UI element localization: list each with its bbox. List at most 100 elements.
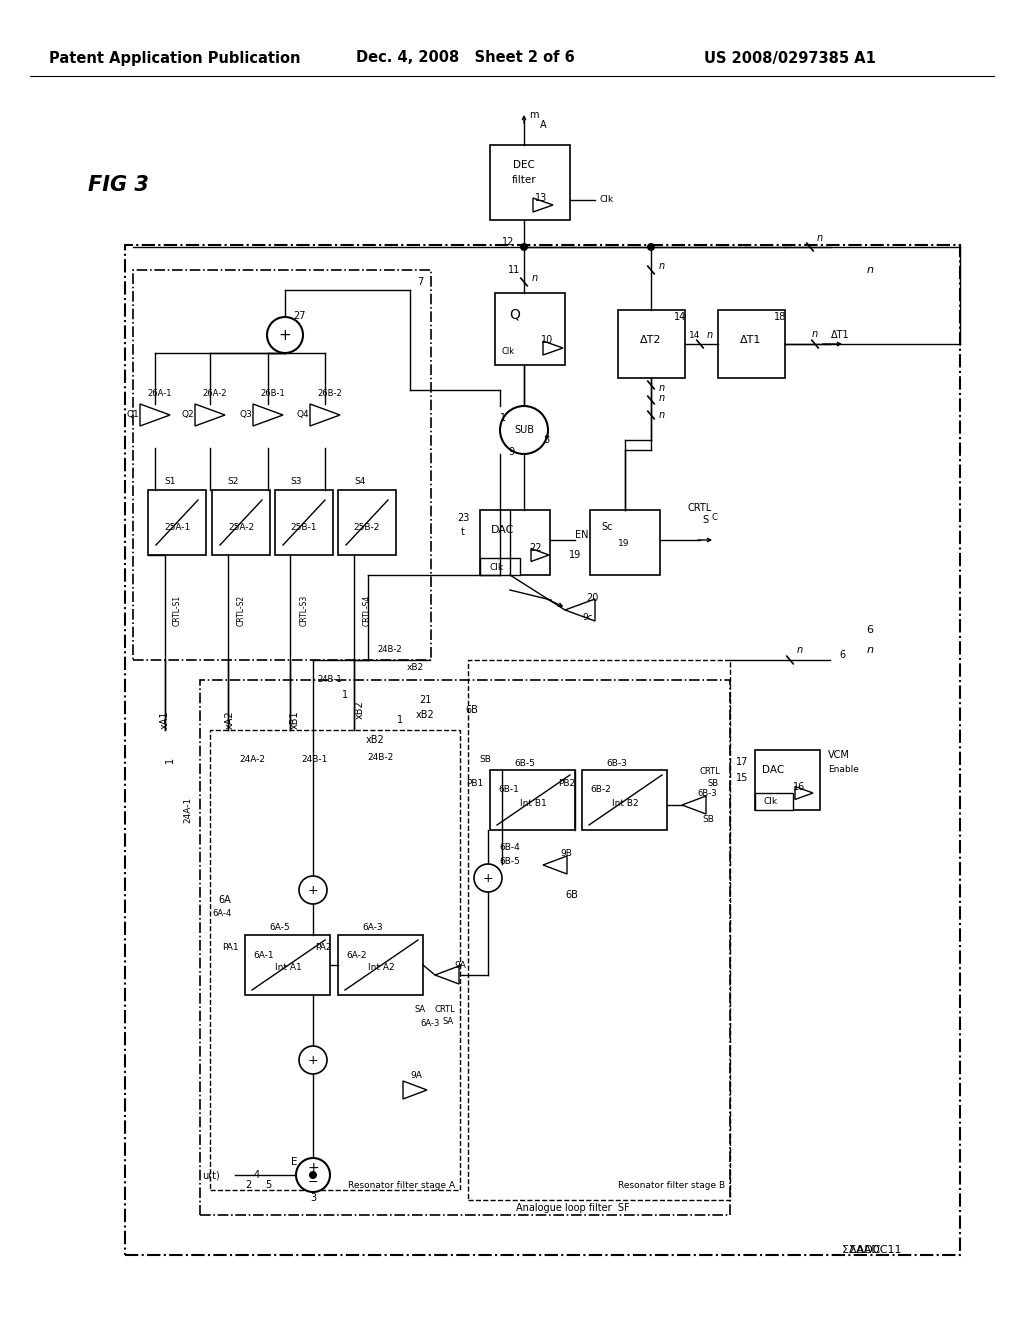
Text: 10: 10 xyxy=(541,335,553,345)
Text: Resonator filter stage A: Resonator filter stage A xyxy=(348,1180,455,1189)
Text: ΔT2: ΔT2 xyxy=(640,335,662,345)
Text: S1: S1 xyxy=(164,478,176,487)
Bar xyxy=(590,510,660,576)
Polygon shape xyxy=(682,796,706,814)
Polygon shape xyxy=(140,404,170,426)
Bar xyxy=(338,935,423,995)
Text: 7: 7 xyxy=(417,277,423,286)
Text: +: + xyxy=(307,883,318,896)
Polygon shape xyxy=(565,599,595,620)
Text: ΔT1: ΔT1 xyxy=(830,330,849,341)
Text: Int A1: Int A1 xyxy=(274,964,301,973)
Text: Analogue loop filter  SF: Analogue loop filter SF xyxy=(516,1203,630,1213)
Text: +: + xyxy=(482,871,494,884)
Text: 25A-1: 25A-1 xyxy=(164,524,190,532)
Text: 8: 8 xyxy=(543,436,549,445)
Text: Patent Application Publication: Patent Application Publication xyxy=(49,50,301,66)
Circle shape xyxy=(500,407,548,454)
Text: xA2: xA2 xyxy=(225,710,234,730)
Circle shape xyxy=(474,865,502,892)
Text: 23: 23 xyxy=(457,513,469,523)
Text: 26B-2: 26B-2 xyxy=(317,388,342,397)
Text: +: + xyxy=(307,1162,318,1175)
Text: 24B-1: 24B-1 xyxy=(317,676,342,685)
Text: E: E xyxy=(291,1158,297,1167)
Text: 4: 4 xyxy=(254,1170,260,1180)
Text: Int B2: Int B2 xyxy=(611,799,638,808)
Text: PA2: PA2 xyxy=(314,944,331,953)
Text: A: A xyxy=(540,120,547,129)
Text: n: n xyxy=(866,645,873,655)
Text: 9B: 9B xyxy=(560,849,572,858)
Text: S3: S3 xyxy=(290,478,302,487)
Polygon shape xyxy=(435,966,459,983)
Polygon shape xyxy=(795,787,813,800)
Text: C: C xyxy=(711,513,717,523)
Text: 9c: 9c xyxy=(583,614,593,623)
Text: 25A-2: 25A-2 xyxy=(228,524,254,532)
Text: SA: SA xyxy=(442,1018,454,1027)
Text: 26A-1: 26A-1 xyxy=(147,388,172,397)
Text: 6A-2: 6A-2 xyxy=(347,950,368,960)
Text: n: n xyxy=(658,393,665,403)
Text: xB2: xB2 xyxy=(366,735,384,744)
Text: 6A: 6A xyxy=(219,895,231,906)
Text: 11: 11 xyxy=(508,265,520,275)
Text: EN: EN xyxy=(575,531,589,540)
Text: 6B-4: 6B-4 xyxy=(500,843,520,853)
Bar xyxy=(468,660,730,1200)
Text: Resonator filter stage B: Resonator filter stage B xyxy=(617,1180,725,1189)
Bar xyxy=(338,490,396,554)
Text: CRTL: CRTL xyxy=(688,503,712,513)
Text: 6A-3: 6A-3 xyxy=(420,1019,439,1028)
Text: Dec. 4, 2008   Sheet 2 of 6: Dec. 4, 2008 Sheet 2 of 6 xyxy=(355,50,574,66)
Text: 1: 1 xyxy=(500,413,506,422)
Text: 6B-2: 6B-2 xyxy=(591,785,611,795)
Text: 17: 17 xyxy=(736,756,749,767)
Text: Clk: Clk xyxy=(600,195,614,205)
Text: 15: 15 xyxy=(736,774,749,783)
Bar xyxy=(125,246,961,1255)
Text: 6B-5: 6B-5 xyxy=(515,759,536,767)
Text: Q4: Q4 xyxy=(297,411,309,420)
Text: ΣΔADC  1: ΣΔADC 1 xyxy=(849,1245,901,1255)
Text: 6B-5: 6B-5 xyxy=(500,858,520,866)
Text: Q3: Q3 xyxy=(240,411,252,420)
Text: 20: 20 xyxy=(586,593,598,603)
Text: ΣΔADC  1: ΣΔADC 1 xyxy=(843,1245,895,1255)
Text: −: − xyxy=(308,1176,318,1188)
Text: xB2: xB2 xyxy=(416,710,434,719)
Bar xyxy=(755,793,793,810)
Text: 13: 13 xyxy=(535,193,547,203)
Text: 9A: 9A xyxy=(410,1071,422,1080)
Text: Q1: Q1 xyxy=(127,411,139,420)
Text: 6: 6 xyxy=(866,624,873,635)
Text: Sc: Sc xyxy=(601,521,612,532)
Text: Int B1: Int B1 xyxy=(519,799,547,808)
Text: 9: 9 xyxy=(508,447,514,457)
Text: SB: SB xyxy=(702,816,714,825)
Text: 1: 1 xyxy=(342,690,348,700)
Text: ΔT1: ΔT1 xyxy=(740,335,762,345)
Text: PA1: PA1 xyxy=(221,944,239,953)
Text: 19: 19 xyxy=(569,550,582,560)
Text: n: n xyxy=(707,330,713,341)
Text: 6A-3: 6A-3 xyxy=(362,924,383,932)
Text: 6B: 6B xyxy=(466,705,478,715)
Text: n: n xyxy=(812,329,818,339)
Bar xyxy=(275,490,333,554)
Text: xB2: xB2 xyxy=(407,664,424,672)
Text: t: t xyxy=(461,527,465,537)
Text: SUB: SUB xyxy=(514,425,534,436)
Text: SB: SB xyxy=(479,755,490,764)
Text: n: n xyxy=(797,645,803,655)
Polygon shape xyxy=(403,1081,427,1100)
Text: DAC: DAC xyxy=(762,766,784,775)
Text: 1: 1 xyxy=(397,715,403,725)
Bar xyxy=(618,310,685,378)
Text: 6A-4: 6A-4 xyxy=(212,908,231,917)
Text: u(t): u(t) xyxy=(203,1170,220,1180)
Text: 18: 18 xyxy=(774,312,786,322)
Text: 5: 5 xyxy=(265,1180,271,1191)
Text: 19: 19 xyxy=(618,539,630,548)
